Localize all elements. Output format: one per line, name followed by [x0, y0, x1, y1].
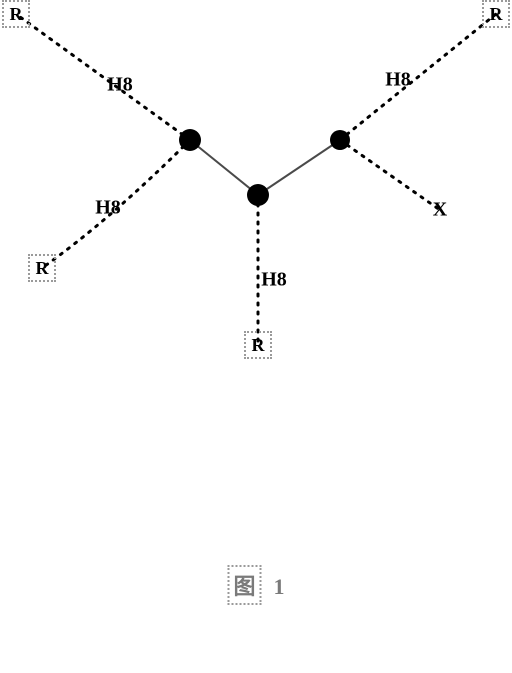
- edge: [16, 14, 190, 140]
- diagram-stage: 图 1 R R R R X H8 H8 H8 H8: [0, 0, 512, 673]
- edge: [340, 14, 496, 140]
- edge-label: H8: [107, 74, 133, 97]
- edge-label: H8: [261, 269, 287, 292]
- edge: [190, 140, 258, 195]
- edge: [340, 140, 440, 210]
- node-circle: [330, 130, 350, 150]
- node-circle: [179, 129, 201, 151]
- figure-caption: 图 1: [227, 565, 284, 605]
- edge-label: H8: [95, 197, 121, 220]
- edge-label: H8: [385, 69, 411, 92]
- x-label: X: [433, 199, 447, 222]
- r-box: R: [482, 0, 510, 28]
- caption-char-box: 图: [227, 565, 261, 605]
- r-box: R: [2, 0, 30, 28]
- r-box: R: [244, 331, 272, 359]
- r-box: R: [28, 254, 56, 282]
- node-circle: [247, 184, 269, 206]
- edge: [258, 140, 340, 195]
- caption-number: 1: [274, 574, 285, 600]
